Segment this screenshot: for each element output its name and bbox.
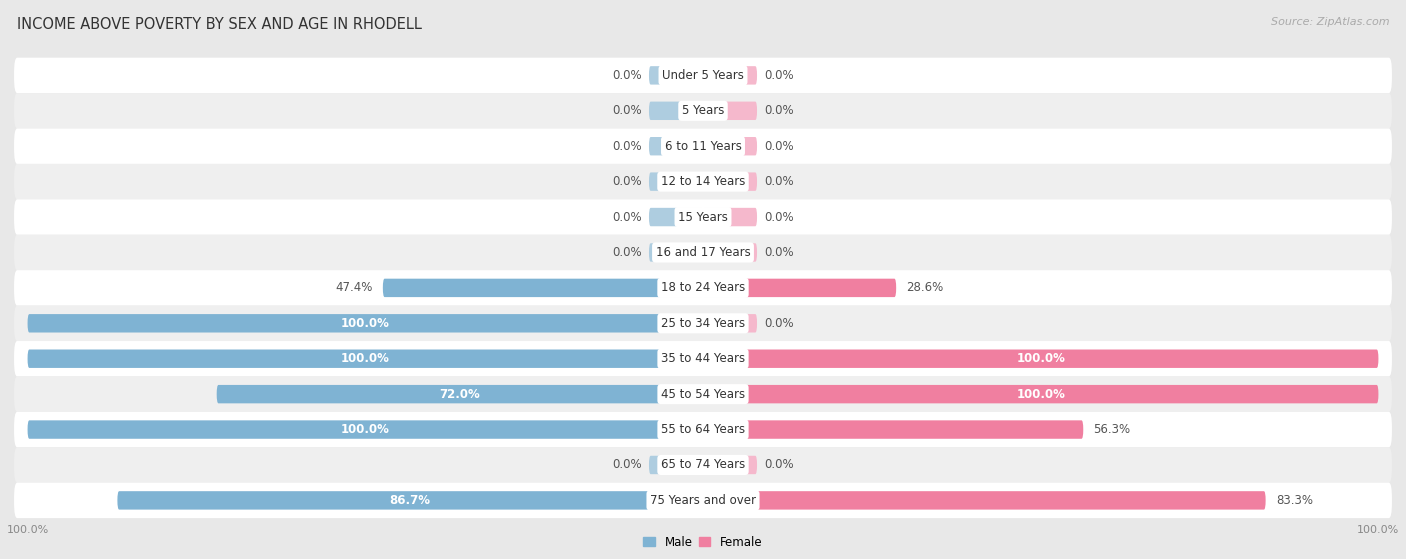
FancyBboxPatch shape	[650, 137, 703, 155]
Text: 0.0%: 0.0%	[763, 458, 793, 471]
FancyBboxPatch shape	[14, 341, 1392, 376]
Text: 0.0%: 0.0%	[613, 211, 643, 224]
FancyBboxPatch shape	[703, 456, 756, 474]
Text: INCOME ABOVE POVERTY BY SEX AND AGE IN RHODELL: INCOME ABOVE POVERTY BY SEX AND AGE IN R…	[17, 17, 422, 32]
FancyBboxPatch shape	[28, 420, 703, 439]
FancyBboxPatch shape	[28, 314, 703, 333]
Text: 0.0%: 0.0%	[763, 246, 793, 259]
FancyBboxPatch shape	[703, 208, 756, 226]
FancyBboxPatch shape	[703, 102, 756, 120]
Text: Under 5 Years: Under 5 Years	[662, 69, 744, 82]
Text: 0.0%: 0.0%	[613, 105, 643, 117]
Legend: Male, Female: Male, Female	[638, 531, 768, 553]
Text: 16 and 17 Years: 16 and 17 Years	[655, 246, 751, 259]
FancyBboxPatch shape	[117, 491, 703, 510]
Text: 72.0%: 72.0%	[440, 387, 481, 401]
Text: 15 Years: 15 Years	[678, 211, 728, 224]
Text: 12 to 14 Years: 12 to 14 Years	[661, 175, 745, 188]
Text: 0.0%: 0.0%	[613, 69, 643, 82]
FancyBboxPatch shape	[14, 235, 1392, 270]
Text: 86.7%: 86.7%	[389, 494, 430, 507]
Text: 0.0%: 0.0%	[613, 246, 643, 259]
Text: 5 Years: 5 Years	[682, 105, 724, 117]
Text: Source: ZipAtlas.com: Source: ZipAtlas.com	[1271, 17, 1389, 27]
Text: 18 to 24 Years: 18 to 24 Years	[661, 281, 745, 295]
FancyBboxPatch shape	[703, 491, 1265, 510]
FancyBboxPatch shape	[703, 243, 756, 262]
FancyBboxPatch shape	[650, 102, 703, 120]
Text: 83.3%: 83.3%	[1275, 494, 1313, 507]
Text: 0.0%: 0.0%	[763, 175, 793, 188]
Text: 65 to 74 Years: 65 to 74 Years	[661, 458, 745, 471]
FancyBboxPatch shape	[217, 385, 703, 404]
Text: 0.0%: 0.0%	[763, 69, 793, 82]
FancyBboxPatch shape	[703, 385, 1378, 404]
FancyBboxPatch shape	[14, 412, 1392, 447]
FancyBboxPatch shape	[14, 306, 1392, 341]
FancyBboxPatch shape	[650, 66, 703, 84]
Text: 100.0%: 100.0%	[1017, 387, 1066, 401]
Text: 55 to 64 Years: 55 to 64 Years	[661, 423, 745, 436]
FancyBboxPatch shape	[650, 172, 703, 191]
Text: 0.0%: 0.0%	[763, 211, 793, 224]
Text: 35 to 44 Years: 35 to 44 Years	[661, 352, 745, 365]
FancyBboxPatch shape	[14, 129, 1392, 164]
FancyBboxPatch shape	[14, 93, 1392, 129]
FancyBboxPatch shape	[650, 208, 703, 226]
FancyBboxPatch shape	[14, 58, 1392, 93]
FancyBboxPatch shape	[703, 420, 1083, 439]
Text: 0.0%: 0.0%	[613, 175, 643, 188]
Text: 0.0%: 0.0%	[613, 140, 643, 153]
FancyBboxPatch shape	[703, 172, 756, 191]
Text: 75 Years and over: 75 Years and over	[650, 494, 756, 507]
Text: 45 to 54 Years: 45 to 54 Years	[661, 387, 745, 401]
Text: 6 to 11 Years: 6 to 11 Years	[665, 140, 741, 153]
Text: 100.0%: 100.0%	[1017, 352, 1066, 365]
FancyBboxPatch shape	[703, 279, 896, 297]
FancyBboxPatch shape	[14, 482, 1392, 518]
FancyBboxPatch shape	[382, 279, 703, 297]
FancyBboxPatch shape	[703, 66, 756, 84]
FancyBboxPatch shape	[14, 164, 1392, 200]
Text: 47.4%: 47.4%	[336, 281, 373, 295]
FancyBboxPatch shape	[703, 314, 756, 333]
FancyBboxPatch shape	[28, 349, 703, 368]
FancyBboxPatch shape	[650, 456, 703, 474]
FancyBboxPatch shape	[14, 200, 1392, 235]
FancyBboxPatch shape	[703, 137, 756, 155]
Text: 100.0%: 100.0%	[340, 317, 389, 330]
FancyBboxPatch shape	[703, 349, 1378, 368]
Text: 0.0%: 0.0%	[763, 140, 793, 153]
FancyBboxPatch shape	[650, 243, 703, 262]
FancyBboxPatch shape	[14, 376, 1392, 412]
Text: 100.0%: 100.0%	[340, 352, 389, 365]
FancyBboxPatch shape	[14, 447, 1392, 482]
Text: 28.6%: 28.6%	[907, 281, 943, 295]
Text: 0.0%: 0.0%	[763, 105, 793, 117]
Text: 0.0%: 0.0%	[763, 317, 793, 330]
Text: 0.0%: 0.0%	[613, 458, 643, 471]
Text: 56.3%: 56.3%	[1094, 423, 1130, 436]
Text: 100.0%: 100.0%	[340, 423, 389, 436]
FancyBboxPatch shape	[14, 270, 1392, 306]
Text: 25 to 34 Years: 25 to 34 Years	[661, 317, 745, 330]
